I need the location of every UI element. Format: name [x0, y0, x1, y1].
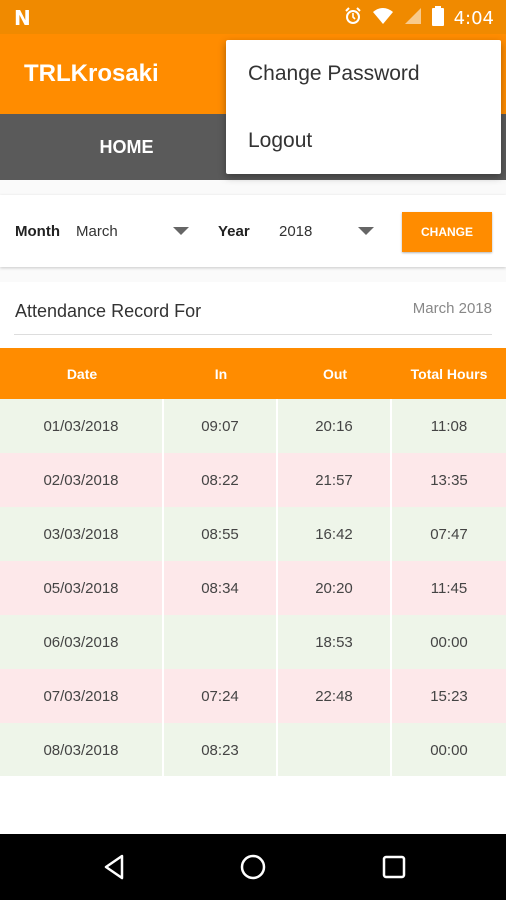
cell-total-hours: 15:23 [392, 669, 506, 723]
table-row: 07/03/2018 07:24 22:48 15:23 [0, 669, 506, 723]
status-time: 4:04 [453, 8, 494, 29]
cell-total-hours: 11:45 [392, 561, 506, 615]
cell-in: 08:55 [164, 507, 278, 561]
month-select[interactable]: March [76, 223, 118, 240]
cell-date: 08/03/2018 [0, 723, 164, 777]
year-dropdown-icon[interactable] [358, 227, 374, 235]
change-button[interactable]: CHANGE [402, 212, 492, 252]
filter-card: Month March Year 2018 CHANGE [0, 195, 506, 267]
table-header: Date In Out Total Hours [0, 348, 506, 399]
header-out: Out [322, 365, 348, 382]
menu-item-logout[interactable]: Logout [248, 128, 313, 152]
cell-in: 08:22 [164, 453, 278, 507]
notification-n-icon: N [14, 6, 31, 30]
app-title: TRLKrosaki [24, 60, 159, 87]
table-body: 01/03/2018 09:07 20:16 11:08 02/03/2018 08:22… [0, 399, 506, 777]
cell-in: 08:23 [164, 723, 278, 777]
cell-in: 07:24 [164, 669, 278, 723]
month-dropdown-icon[interactable] [173, 227, 189, 235]
attendance-table: Date In Out Total Hours 01/03/2018 09:07 2… [0, 348, 506, 777]
record-period: March 2018 [412, 300, 492, 317]
cell-total-hours: 13:35 [392, 453, 506, 507]
home-icon[interactable] [233, 852, 273, 882]
cell-in [164, 615, 278, 669]
table-row: 05/03/2018 08:34 20:20 11:45 [0, 561, 506, 615]
cell-date: 03/03/2018 [0, 507, 164, 561]
cell-total-hours: 11:08 [392, 399, 506, 453]
attendance-header: Attendance Record For March 2018 [0, 282, 506, 348]
record-label: Attendance Record For [15, 301, 202, 321]
cell-out [278, 723, 392, 777]
year-select[interactable]: 2018 [279, 223, 313, 240]
cell-in: 08:34 [164, 561, 278, 615]
cell-in: 09:07 [164, 399, 278, 453]
cell-total-hours: 00:00 [392, 723, 506, 777]
cell-date: 01/03/2018 [0, 399, 164, 453]
header-total-hours: Total Hours [410, 365, 488, 382]
table-row: 02/03/2018 08:22 21:57 13:35 [0, 453, 506, 507]
table-row: 03/03/2018 08:55 16:42 07:47 [0, 507, 506, 561]
header-in: In [214, 365, 228, 382]
menu-item-change-password[interactable]: Change Password [248, 61, 420, 85]
cell-total-hours: 00:00 [392, 615, 506, 669]
cell-date: 07/03/2018 [0, 669, 164, 723]
back-icon[interactable] [94, 852, 134, 882]
cell-out: 20:20 [278, 561, 392, 615]
header-date: Date [66, 365, 98, 382]
cell-out: 21:57 [278, 453, 392, 507]
content-bottom [0, 776, 506, 834]
cell-total-hours: 07:47 [392, 507, 506, 561]
recents-icon[interactable] [374, 852, 414, 882]
status-bar: N 4:04 [0, 0, 506, 34]
table-row: 08/03/2018 08:23 00:00 [0, 723, 506, 777]
cell-out: 22:48 [278, 669, 392, 723]
overflow-menu: Change Password Logout [226, 40, 501, 174]
table-row: 06/03/2018 18:53 00:00 [0, 615, 506, 669]
year-label: Year [218, 223, 250, 240]
table-row: 01/03/2018 09:07 20:16 11:08 [0, 399, 506, 453]
cell-out: 18:53 [278, 615, 392, 669]
tab-home[interactable]: HOME [99, 136, 154, 157]
cell-date: 02/03/2018 [0, 453, 164, 507]
month-label: Month [15, 223, 60, 240]
cell-out: 20:16 [278, 399, 392, 453]
cell-date: 06/03/2018 [0, 615, 164, 669]
signal-icon [404, 7, 422, 30]
alarm-icon [344, 7, 362, 30]
divider [14, 334, 492, 335]
wifi-icon [372, 7, 394, 30]
cell-out: 16:42 [278, 507, 392, 561]
battery-icon [431, 6, 444, 31]
cell-date: 05/03/2018 [0, 561, 164, 615]
navigation-bar [0, 834, 506, 900]
